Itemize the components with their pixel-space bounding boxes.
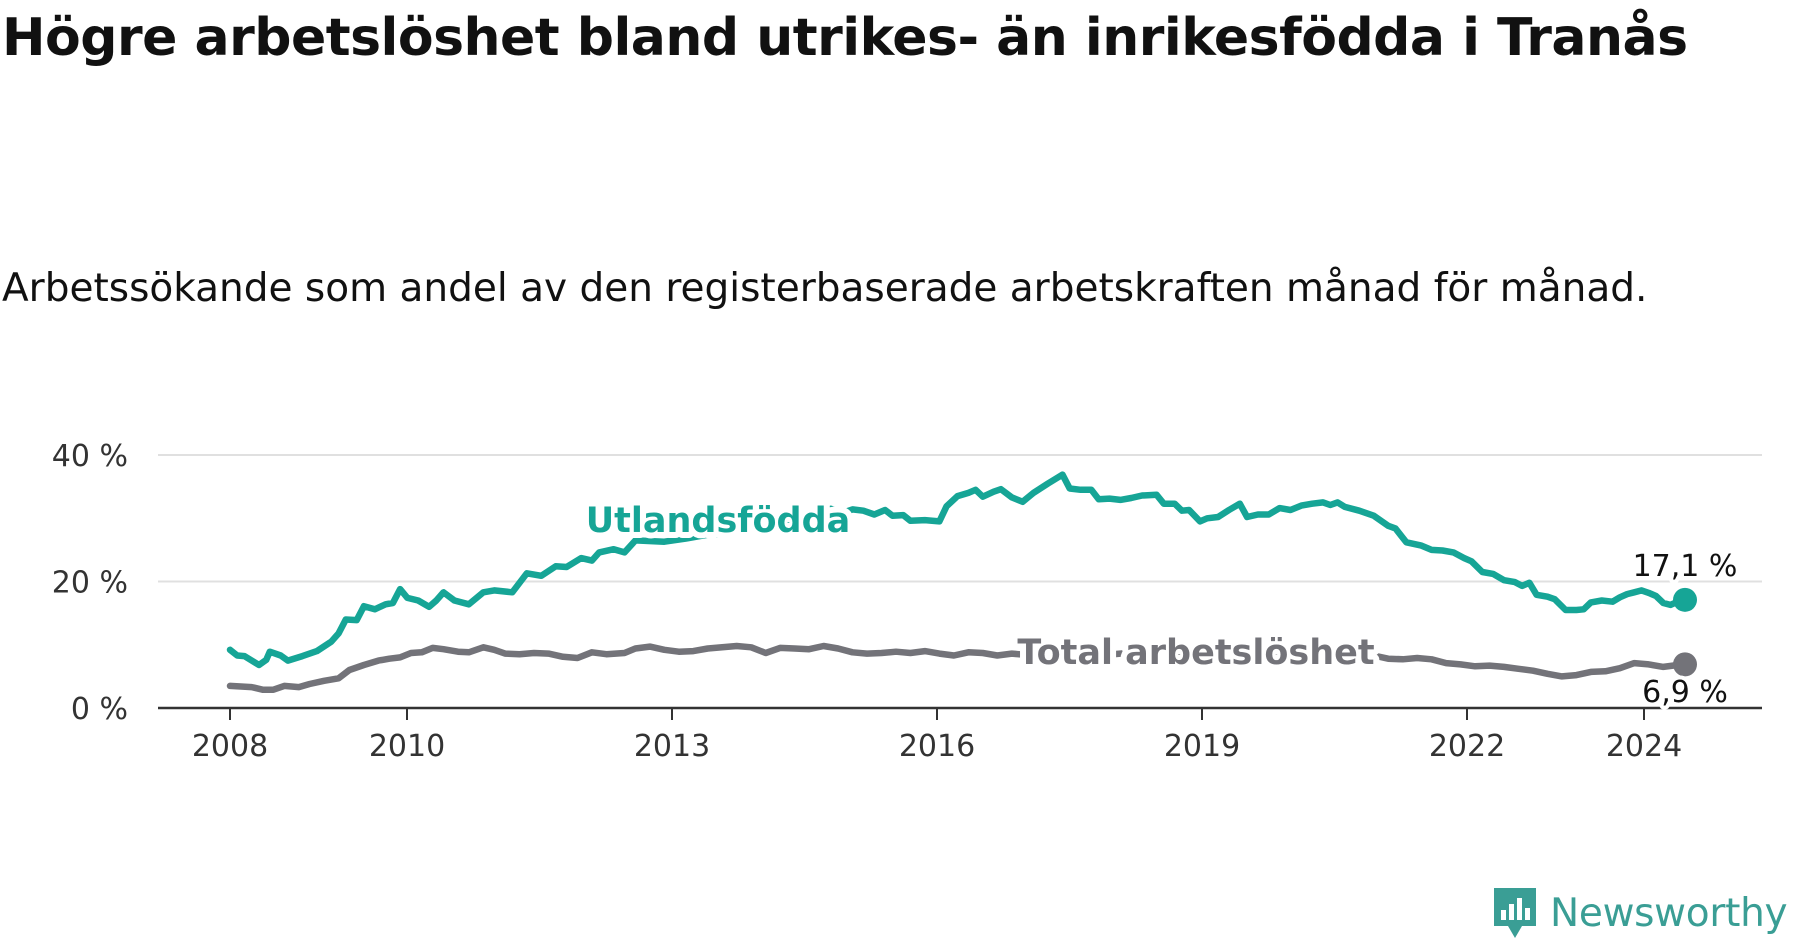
series-lines: [226, 471, 1697, 693]
y-tick-label: 20 %: [52, 566, 128, 601]
end-value-label: 6,9 %: [1642, 675, 1728, 710]
x-tick-label: 2013: [634, 729, 710, 764]
chart-title: Högre arbetslöshet bland utrikes- än inr…: [2, 8, 1688, 68]
x-tick-label: 2008: [192, 729, 268, 764]
series-name-label: Total arbetslöshet: [1017, 633, 1374, 673]
line-chart: 0 %20 %40 %2008 2010 2013 2016 2019 2022 2024 …: [52, 439, 1762, 764]
end-value-halo: 6,9 %: [1642, 675, 1728, 710]
end-value-halo: 17,1 %: [1633, 549, 1738, 584]
x-tick-label: 2019: [1164, 729, 1240, 764]
y-tick-label: 0 %: [71, 692, 128, 727]
series-name-label: Utlandsfödda: [586, 501, 851, 541]
chart-subtitle: Arbetssökande som andel av den registerb…: [2, 266, 1648, 311]
series-end-dot-1: [1673, 652, 1697, 677]
grid-lines: [158, 454, 1762, 583]
series-name-halo: Utlandsfödda: [586, 501, 851, 541]
series-name-halo: Total arbetslöshet: [1017, 633, 1374, 673]
x-tick-label: 2010: [369, 729, 445, 764]
series-line-0: [226, 471, 1689, 669]
newsworthy-brand[interactable]: Newsworthy: [1490, 882, 1788, 944]
y-tick-label: 40 %: [52, 439, 128, 474]
x-tick-label: 2024: [1606, 729, 1682, 764]
series-end-dot-0: [1673, 587, 1697, 612]
newsworthy-logo-icon: [1494, 888, 1536, 938]
x-tick-label: 2022: [1429, 729, 1505, 764]
axes: 0 % 20 % 40 % 2008 2010 2013 2016 2019 2022 2024: [52, 439, 1762, 764]
brand-name: Newsworthy: [1550, 890, 1788, 936]
x-tick-label: 2016: [899, 729, 975, 764]
end-value-label: 17,1 %: [1633, 549, 1738, 584]
series-line-1: [226, 642, 1689, 693]
